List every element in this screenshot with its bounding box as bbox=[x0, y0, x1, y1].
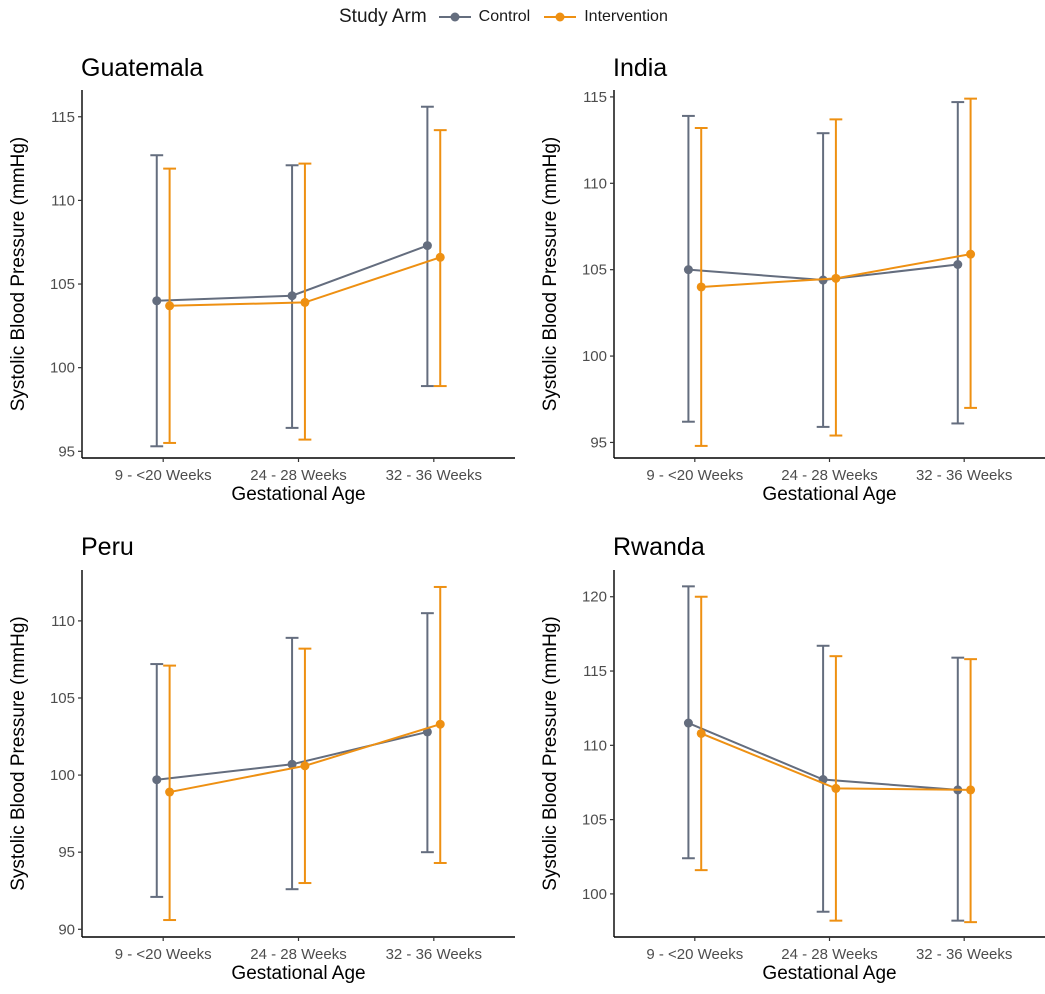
data-point-intervention bbox=[966, 785, 976, 795]
panel-india: 95 100 105 110 115 9 - <20 Weeks 24 - 28 Weeks… bbox=[540, 89, 1045, 505]
x-axis-title: Gestational Age bbox=[762, 963, 896, 984]
panel-peru: 90 95 100 105 110 9 - <20 Weeks 24 - 28 Weeks 3… bbox=[8, 570, 515, 984]
legend-key-intervention-icon bbox=[544, 12, 577, 22]
y-axis-title: Systolic Blood Pressure (mmHg) bbox=[540, 616, 561, 891]
series-control bbox=[150, 105, 434, 448]
y-axis-title: Systolic Blood Pressure (mmHg) bbox=[8, 137, 29, 412]
legend: Study Arm Control Intervention bbox=[0, 0, 1045, 36]
series-intervention bbox=[163, 129, 447, 444]
y-axis-title: Systolic Blood Pressure (mmHg) bbox=[540, 137, 561, 412]
y-tick-label: 90 bbox=[58, 921, 75, 938]
data-point-control bbox=[152, 296, 162, 306]
data-point-intervention bbox=[696, 282, 706, 292]
x-tick-label: 32 - 36 Weeks bbox=[386, 946, 482, 963]
data-point-control bbox=[953, 259, 963, 269]
y-tick-label: 120 bbox=[582, 589, 607, 606]
y-tick-label: 115 bbox=[51, 109, 75, 126]
data-point-control bbox=[683, 718, 693, 728]
legend-item-control: Control bbox=[437, 8, 531, 26]
panel-guatemala: 95 100 105 110 115 9 - <20 Weeks 24 - 28 Weeks… bbox=[8, 90, 515, 505]
y-axis-title: Systolic Blood Pressure (mmHg) bbox=[8, 616, 29, 891]
series-control bbox=[150, 612, 434, 898]
y-tick-label: 115 bbox=[583, 663, 607, 680]
series-control bbox=[682, 101, 965, 428]
x-tick-label: 9 - <20 Weeks bbox=[115, 467, 212, 484]
y-tick-label: 95 bbox=[58, 844, 75, 861]
y-tick-label: 110 bbox=[583, 737, 607, 754]
x-tick-label: 24 - 28 Weeks bbox=[781, 467, 877, 484]
panel-title-peru: Peru bbox=[81, 533, 134, 561]
x-tick-label: 9 - <20 Weeks bbox=[646, 946, 743, 963]
y-tick-label: 110 bbox=[51, 613, 75, 630]
data-point-intervention bbox=[966, 249, 976, 259]
x-tick-label: 9 - <20 Weeks bbox=[646, 467, 743, 484]
legend-item-intervention: Intervention bbox=[542, 8, 668, 26]
x-tick-label: 32 - 36 Weeks bbox=[916, 946, 1012, 963]
x-tick-label: 24 - 28 Weeks bbox=[250, 467, 346, 484]
legend-label-control: Control bbox=[478, 8, 531, 25]
legend-key-control-icon bbox=[438, 12, 471, 22]
y-tick-label: 105 bbox=[50, 690, 75, 707]
data-point-intervention bbox=[696, 728, 706, 738]
y-tick-label: 100 bbox=[582, 348, 607, 365]
legend-label-intervention: Intervention bbox=[584, 8, 668, 25]
panel-title-india: India bbox=[613, 54, 668, 82]
x-tick-label: 32 - 36 Weeks bbox=[916, 467, 1012, 484]
data-point-control bbox=[683, 265, 693, 275]
y-tick-label: 100 bbox=[50, 360, 75, 377]
data-point-intervention bbox=[165, 787, 175, 797]
y-tick-label: 110 bbox=[51, 192, 75, 209]
series-intervention bbox=[163, 585, 447, 922]
series-intervention bbox=[694, 595, 977, 924]
y-tick-label: 110 bbox=[583, 175, 607, 192]
x-tick-label: 9 - <20 Weeks bbox=[115, 946, 212, 963]
data-point-intervention bbox=[435, 252, 445, 262]
data-point-intervention bbox=[300, 761, 310, 771]
y-tick-label: 105 bbox=[50, 276, 75, 293]
data-point-control bbox=[152, 775, 162, 785]
data-point-control bbox=[287, 291, 297, 301]
x-axis-title: Gestational Age bbox=[231, 963, 365, 984]
x-tick-label: 24 - 28 Weeks bbox=[250, 946, 346, 963]
y-tick-label: 100 bbox=[582, 886, 607, 903]
data-point-intervention bbox=[831, 273, 841, 283]
x-tick-label: 24 - 28 Weeks bbox=[781, 946, 877, 963]
y-tick-label: 95 bbox=[590, 434, 607, 451]
x-axis-title: Gestational Age bbox=[231, 484, 365, 505]
y-tick-label: 95 bbox=[58, 443, 75, 460]
y-tick-label: 100 bbox=[50, 767, 75, 784]
y-tick-label: 105 bbox=[582, 262, 607, 279]
series-intervention bbox=[694, 97, 977, 447]
series-control bbox=[682, 585, 965, 922]
data-point-intervention bbox=[435, 719, 445, 729]
data-point-intervention bbox=[831, 783, 841, 793]
legend-title: Study Arm bbox=[339, 6, 427, 27]
data-point-intervention bbox=[300, 297, 310, 307]
data-point-control bbox=[422, 241, 432, 251]
y-tick-label: 105 bbox=[582, 812, 607, 829]
data-point-intervention bbox=[165, 301, 175, 311]
panel-title-guatemala: Guatemala bbox=[81, 54, 204, 82]
x-tick-label: 32 - 36 Weeks bbox=[386, 467, 482, 484]
data-point-control bbox=[287, 759, 297, 769]
x-axis-title: Gestational Age bbox=[762, 484, 896, 505]
y-tick-label: 115 bbox=[583, 89, 607, 106]
panel-rwanda: 100 105 110 115 120 9 - <20 Weeks 24 - 28 Week… bbox=[540, 570, 1045, 984]
panel-title-rwanda: Rwanda bbox=[613, 533, 705, 561]
